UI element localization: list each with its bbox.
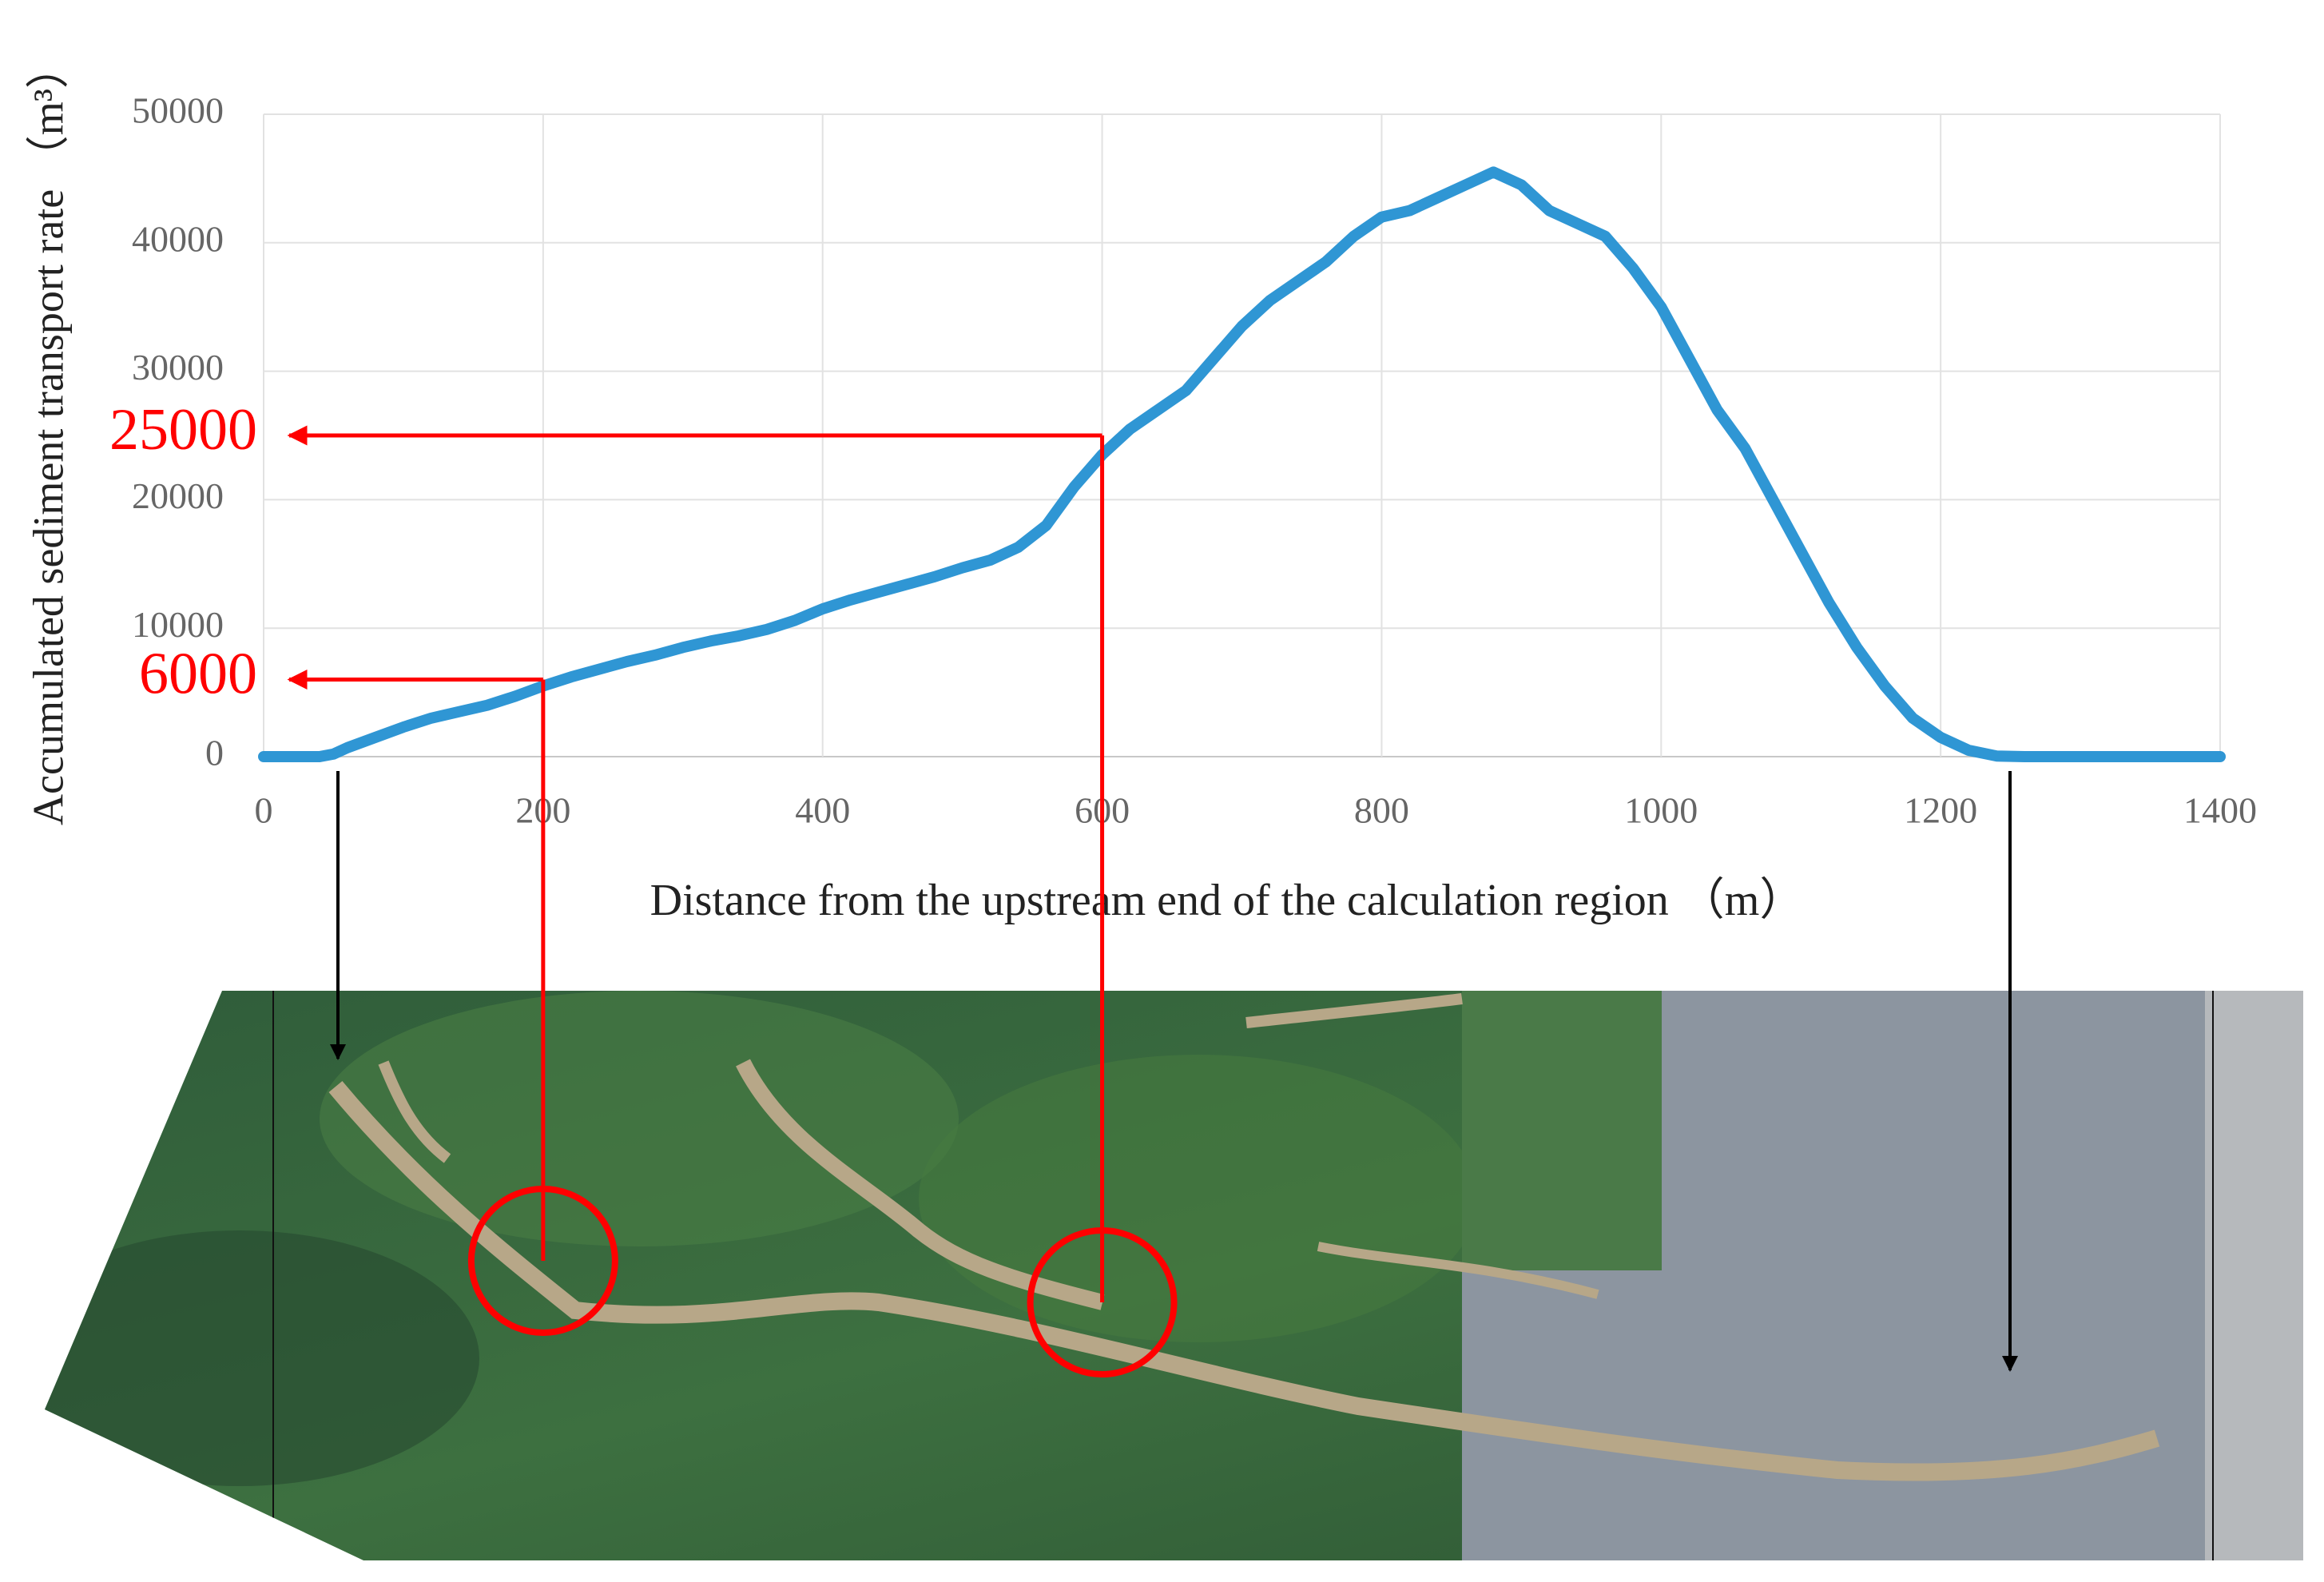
debris-flow-path (736, 1059, 1105, 1310)
y-axis-title: Accumulated sediment transport rate （m³） (24, 46, 72, 825)
debris-flow-path (1317, 1242, 1599, 1299)
x-axis-title: Distance from the upstream end of the ca… (650, 876, 1805, 925)
annotation-circle (1027, 1227, 1178, 1377)
forest-patch (320, 991, 959, 1246)
x-tick-label: 800 (1354, 790, 1409, 831)
debris-flow-path (1245, 993, 1463, 1028)
annotation-circle (467, 1186, 618, 1336)
y-tick-label: 20000 (132, 475, 224, 516)
y-tick-label: 0 (205, 733, 224, 773)
forest-patch (45, 1230, 479, 1486)
data-line (258, 166, 2226, 762)
x-tick-label: 400 (795, 790, 850, 831)
y-tick-label: 30000 (132, 347, 224, 388)
debris-flow-path (378, 1060, 451, 1163)
aerial-photo (45, 991, 2303, 1560)
x-tick-label: 1200 (1904, 790, 1977, 831)
y-tick-label: 50000 (132, 90, 224, 131)
forest-patch (919, 1055, 1478, 1342)
highway (2205, 991, 2303, 1560)
annotation-label: 6000 (139, 642, 257, 707)
x-tick-label: 0 (255, 790, 273, 831)
town-edge (1462, 991, 1662, 1270)
y-tick-label: 40000 (132, 218, 224, 259)
x-tick-label: 1400 (2183, 790, 2257, 831)
annotation-label: 25000 (109, 397, 257, 463)
y-tick-label: 10000 (132, 604, 224, 645)
x-tick-label: 1000 (1624, 790, 1698, 831)
debris-flow-path (328, 1080, 2160, 1481)
